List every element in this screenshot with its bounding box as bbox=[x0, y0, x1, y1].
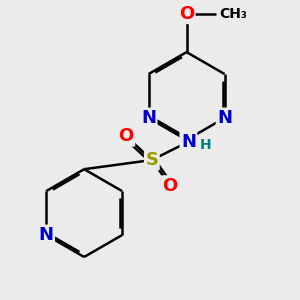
Text: N: N bbox=[39, 226, 54, 244]
Text: N: N bbox=[217, 109, 232, 127]
Text: N: N bbox=[181, 133, 196, 151]
Text: O: O bbox=[179, 5, 194, 23]
Text: O: O bbox=[118, 127, 134, 145]
Text: CH₃: CH₃ bbox=[220, 7, 248, 21]
Text: S: S bbox=[145, 151, 158, 169]
Text: H: H bbox=[200, 138, 212, 152]
Text: N: N bbox=[141, 109, 156, 127]
Text: O: O bbox=[163, 177, 178, 195]
